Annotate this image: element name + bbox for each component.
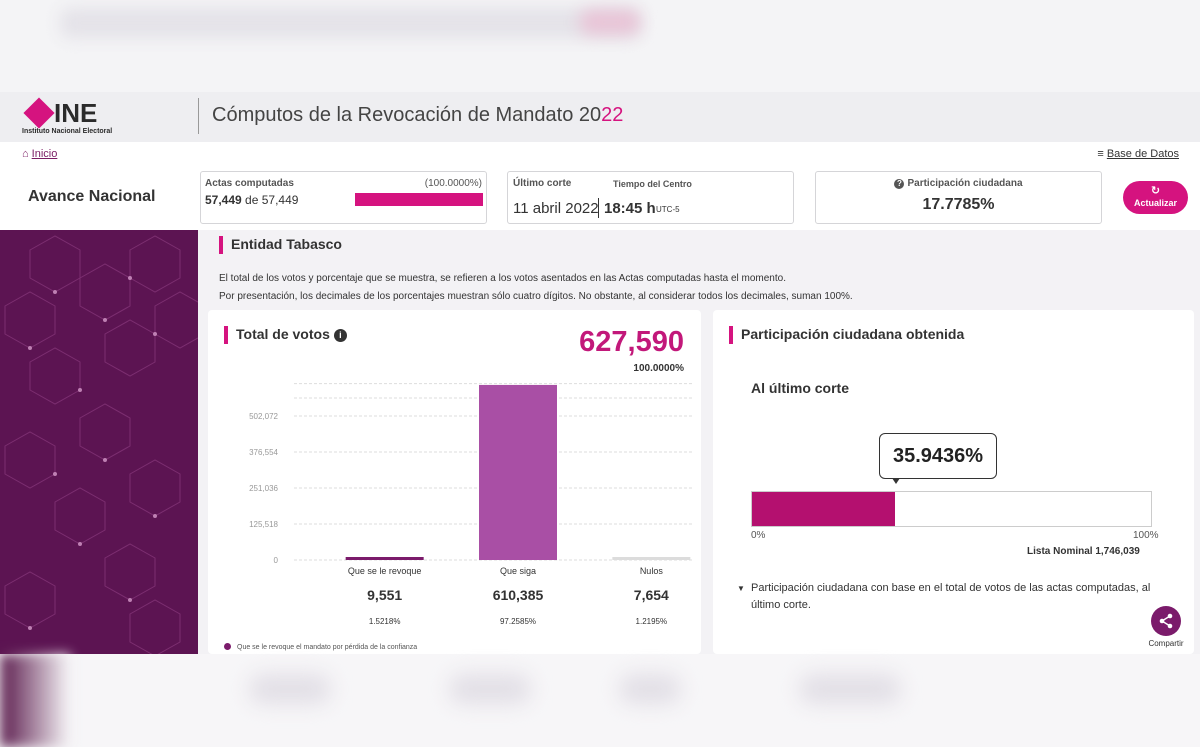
refresh-button[interactable]: ↻ Actualizar: [1123, 181, 1188, 214]
x-tick-label: Que se le revoque: [348, 566, 422, 576]
participation-progress-fill: [752, 492, 896, 526]
bar: [345, 557, 424, 560]
participation-subtitle: Al último corte: [751, 380, 850, 396]
bar-percent-label: 1.2195%: [636, 617, 668, 626]
votes-panel-title: Total de votos i: [224, 326, 347, 344]
progress-min-label: 0%: [751, 530, 766, 541]
database-link[interactable]: ≡ Base de Datos: [1097, 148, 1179, 160]
participation-panel: Participación ciudadana obtenida Al últi…: [713, 310, 1194, 654]
actas-progress-bar: [355, 193, 483, 206]
bar-percent-label: 97.2585%: [500, 617, 536, 626]
home-link-label: Inicio: [31, 148, 58, 160]
votes-panel: Total de votos i 627,590 100.0000% 0 125,5…: [208, 310, 701, 654]
centro-label: Tiempo del Centro: [613, 179, 692, 189]
corte-time: 18:45 h: [604, 200, 656, 217]
votes-total: 627,590: [579, 326, 684, 358]
corte-date: 11 abril 2022: [513, 200, 599, 217]
home-link[interactable]: ⌂ Inicio: [22, 148, 57, 160]
bar: [612, 557, 691, 560]
votes-bar-chart: 0 125,518 251,036 376,554 502,072 Que se le r…: [249, 383, 694, 626]
participacion-card: ? Participación ciudadana 17.7785%: [815, 171, 1102, 224]
actas-label: Actas computadas: [205, 178, 294, 189]
bar: [479, 384, 557, 560]
hexagon-pattern: [4, 235, 198, 654]
actas-value: 57,449 de 57,449: [205, 193, 298, 207]
bar-value-label: 9,551: [367, 587, 402, 603]
corte-timezone: UTC-5: [656, 205, 680, 214]
database-link-label: Base de Datos: [1106, 148, 1179, 160]
participation-panel-title: Participación ciudadana obtenida: [729, 326, 964, 344]
blurred-shape: [0, 654, 70, 747]
votes-panel-title-text: Total de votos: [236, 326, 330, 342]
y-tick-label: 502,072: [249, 412, 278, 421]
logo-subtitle: Instituto Nacional Electoral: [22, 128, 113, 135]
legend-label: Que se le revoque el mandato por pérdida…: [237, 644, 418, 651]
tooltip-arrow: [892, 478, 900, 484]
votes-total-percent: 100.0000%: [633, 363, 684, 374]
avance-nacional-heading: Avance Nacional: [28, 188, 156, 205]
legend-dot: [224, 643, 231, 650]
refresh-icon: ↻: [1150, 185, 1161, 197]
entity-note-2: Por presentación, los decimales de los p…: [219, 291, 853, 302]
decorative-side-panel: [0, 230, 198, 654]
refresh-label: Actualizar: [1133, 198, 1177, 208]
participacion-label-text: Participación ciudadana: [907, 178, 1023, 189]
bar-value-label: 7,654: [634, 587, 669, 603]
share-button[interactable]: Compartir: [1141, 602, 1191, 654]
share-icon: [1151, 606, 1181, 636]
blurred-shape: [580, 10, 640, 34]
actas-count: 57,449: [205, 193, 242, 207]
actas-card: Actas computadas (100.0000%) 57,449 de 5…: [200, 171, 487, 224]
lista-nominal: Lista Nominal 1,746,039: [1027, 546, 1140, 557]
corte-label: Último corte: [513, 178, 572, 189]
corte-card: Último corte Tiempo del Centro 11 abril …: [507, 171, 794, 224]
x-tick-label: Que siga: [500, 566, 536, 576]
page-title-main: Cómputos de la Revocación de Mandato 20: [212, 104, 602, 126]
blurred-top-banner: [0, 0, 1200, 92]
progress-max-label: 100%: [1133, 530, 1159, 541]
home-icon: ⌂: [22, 148, 29, 160]
bar-percent-label: 1.5218%: [369, 617, 401, 626]
logo-text: INE: [54, 98, 98, 128]
chart-legend: Que se le revoque el mandato por pérdida…: [224, 643, 417, 651]
blurred-shape: [450, 674, 530, 704]
participacion-label: ? Participación ciudadana: [816, 178, 1101, 189]
y-tick-label: 251,036: [249, 484, 278, 493]
y-tick-label: 0: [274, 556, 279, 565]
participation-tooltip: 35.9436%: [879, 433, 997, 479]
info-icon[interactable]: i: [333, 329, 347, 342]
y-tick-label: 376,554: [249, 448, 278, 457]
participation-progress-bar: [751, 491, 1152, 527]
main-content: Entidad Tabasco El total de los votos y …: [198, 230, 1200, 654]
ine-logo[interactable]: INE Instituto Nacional Electoral: [22, 97, 140, 138]
bar-value-label: 610,385: [493, 587, 544, 603]
participation-note: Participación ciudadana con base en el t…: [737, 580, 1177, 614]
database-icon: ≡: [1097, 148, 1104, 160]
logo-diamond-icon: [23, 97, 55, 129]
actas-of: de 57,449: [245, 193, 299, 207]
blurred-shape: [60, 8, 640, 38]
actas-percent: (100.0000%): [424, 178, 482, 189]
blurred-shape: [250, 674, 330, 704]
blurred-shape: [620, 674, 680, 704]
header-divider: [198, 98, 199, 134]
share-label: Compartir: [1148, 639, 1184, 648]
blurred-bottom-banner: [0, 654, 1200, 747]
y-tick-label: 125,518: [249, 520, 278, 529]
entity-title: Entidad Tabasco: [219, 236, 342, 254]
corte-divider: [598, 198, 599, 218]
x-tick-label: Nulos: [640, 566, 664, 576]
entity-note-1: El total de los votos y porcentaje que s…: [219, 273, 786, 284]
page-title: Cómputos de la Revocación de Mandato 202…: [212, 104, 623, 127]
question-icon[interactable]: ?: [894, 179, 905, 189]
app-header: INE Instituto Nacional Electoral Cómputo…: [0, 92, 1200, 142]
blurred-shape: [800, 674, 900, 704]
page-title-accent: 22: [601, 104, 624, 126]
participacion-value: 17.7785%: [922, 196, 995, 213]
